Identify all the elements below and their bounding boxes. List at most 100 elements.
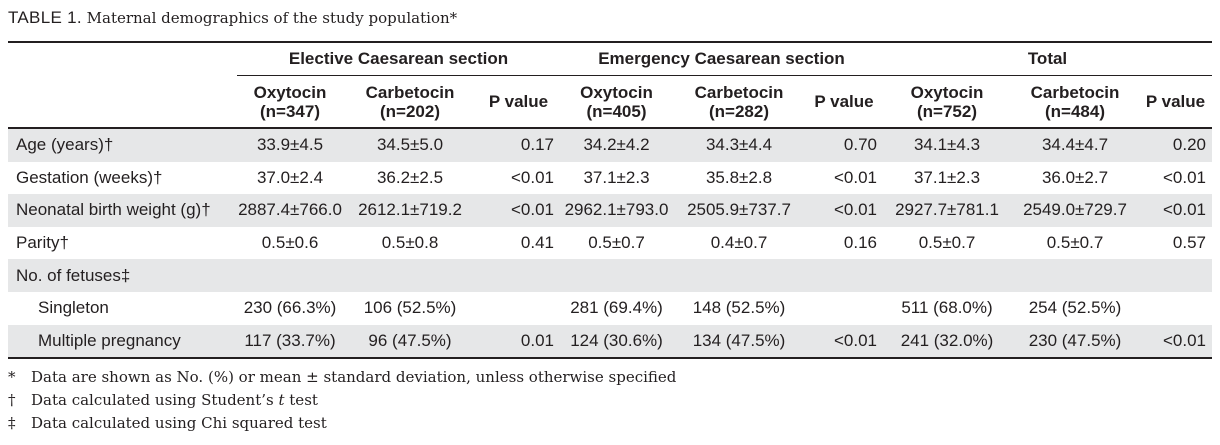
column-header: Carbetocin (n=202) — [343, 76, 477, 129]
column-header-n: (n=752) — [917, 101, 977, 121]
table-cell: 511 (68.0%) — [901, 298, 993, 318]
table-cell: 37.1±2.3 — [583, 167, 650, 187]
table-cell: 134 (47.5%) — [673, 324, 805, 360]
column-header-name: Carbetocin — [1030, 82, 1120, 102]
table-cell: 2612.1±719.2 — [343, 194, 477, 227]
row-label: Age (years)† — [8, 127, 237, 162]
p-value-cell: <0.01 — [805, 194, 883, 227]
p-value-cell — [477, 259, 560, 292]
table-cell — [237, 259, 343, 292]
column-header-n: (n=202) — [380, 101, 440, 121]
demographics-table: Elective Caesarean section Emergency Cae… — [8, 43, 1212, 360]
row-label: Neonatal birth weight (g)† — [8, 194, 237, 227]
p-value-cell: <0.01 — [510, 167, 554, 187]
table-cell: 34.5±5.0 — [343, 127, 477, 162]
p-value-cell — [805, 259, 883, 292]
footnote-3: ‡ Data calculated using Chi squared test — [8, 412, 676, 435]
footnotes: * Data are shown as No. (%) or mean ± st… — [8, 366, 676, 435]
column-header-n: (n=405) — [586, 101, 647, 121]
table-cell: 2887.4±766.0 — [237, 194, 343, 227]
table-cell: 36.2±2.5 — [376, 167, 444, 187]
p-value-cell — [1139, 292, 1212, 325]
table-cell: 37.0±2.4 — [256, 167, 324, 187]
column-header-n: (n=347) — [260, 101, 320, 121]
p-value-cell: 0.70 — [805, 127, 883, 162]
group-header-emergency: Emergency Caesarean section — [560, 43, 883, 76]
group-header-total: Total — [883, 43, 1212, 76]
column-header: Oxytocin (n=347) — [237, 76, 343, 129]
p-value-cell — [477, 292, 560, 325]
column-header-n: (n=484) — [1045, 101, 1105, 121]
table-cell: 0.5±0.7 — [588, 233, 645, 253]
footnote-text: Data calculated using Chi squared test — [31, 414, 327, 432]
table-cell — [1011, 259, 1139, 292]
p-value-cell: 0.20 — [1139, 127, 1212, 162]
table-cell: 34.2±4.2 — [560, 127, 673, 162]
column-header: Carbetocin (n=282) — [673, 76, 805, 129]
table-cell: 2505.9±737.7 — [673, 194, 805, 227]
p-value-cell: <0.01 — [1139, 324, 1212, 360]
table-row: Multiple pregnancy 117 (33.7%) 96 (47.5%) 0… — [8, 324, 1212, 360]
stub-subheader — [8, 76, 237, 129]
table-caption: TABLE 1. Maternal demographics of the st… — [8, 8, 457, 28]
table-row: Gestation (weeks)† 37.0±2.4 36.2±2.5 <0.01 3… — [8, 162, 1212, 195]
p-value-cell — [1139, 259, 1212, 292]
table-cell: 34.4±4.7 — [1011, 127, 1139, 162]
table-cell: 106 (52.5%) — [363, 298, 457, 318]
column-header: Oxytocin (n=405) — [560, 76, 673, 129]
row-label: Singleton — [38, 298, 109, 318]
table-number: TABLE 1. — [8, 8, 82, 27]
group-header-elective: Elective Caesarean section — [237, 43, 560, 76]
p-value-cell: 0.16 — [843, 233, 877, 253]
column-header-name: Oxytocin — [580, 82, 653, 102]
group-header-row: Elective Caesarean section Emergency Cae… — [8, 43, 1212, 76]
footnote-2: † Data calculated using Student’s t test — [8, 389, 676, 412]
column-header-name: P value — [488, 92, 549, 111]
subheader-row: Oxytocin (n=347) Carbetocin (n=202) P value O… — [8, 76, 1212, 129]
p-value-cell: <0.01 — [1139, 194, 1212, 227]
stub-header — [8, 43, 237, 76]
table-cell — [560, 259, 673, 292]
p-value-cell: 0.57 — [1172, 233, 1206, 253]
table-cell: 0.5±0.7 — [918, 233, 976, 253]
p-value-cell: <0.01 — [477, 194, 560, 227]
table-title: Maternal demographics of the study popul… — [86, 9, 450, 27]
table-cell: 37.1±2.3 — [913, 167, 981, 187]
footnote-symbol: † — [8, 391, 16, 409]
table-cell: 34.1±4.3 — [883, 127, 1011, 162]
table-top-rule — [8, 41, 1212, 43]
caption-footnote-marker: * — [449, 9, 458, 27]
table-cell: 230 (66.3%) — [243, 298, 337, 318]
footnote-text: Data are shown as No. (%) or mean ± stan… — [31, 368, 677, 386]
column-header-name: Carbetocin — [365, 82, 455, 102]
footnote-symbol: * — [8, 368, 16, 386]
table-cell: 117 (33.7%) — [237, 324, 343, 360]
table-cell: 33.9±4.5 — [237, 127, 343, 162]
footnote-italic-t: t — [278, 391, 285, 409]
column-header-n: (n=282) — [709, 101, 769, 121]
row-label: Parity† — [16, 233, 69, 253]
row-label: Gestation (weeks)† — [16, 167, 163, 187]
p-value-cell: <0.01 — [805, 324, 883, 360]
footnote-text: Data calculated using Student’s t test — [31, 389, 318, 412]
p-value-cell: 0.41 — [520, 233, 554, 253]
table-cell: 36.0±2.7 — [1041, 167, 1109, 187]
footnote-text-part: test — [284, 391, 318, 409]
table-cell — [673, 259, 805, 292]
p-value-cell: <0.01 — [1162, 167, 1206, 187]
table-cell: 2927.7±781.1 — [883, 194, 1011, 227]
table-cell: 148 (52.5%) — [692, 298, 786, 318]
column-header: P value — [1139, 76, 1212, 129]
p-value-cell — [805, 292, 883, 325]
table-row: No. of fetuses‡ — [8, 259, 1212, 292]
table-cell: 0.5±0.6 — [261, 233, 319, 253]
column-header: P value — [805, 76, 883, 129]
table-cell: 0.5±0.8 — [381, 233, 439, 253]
footnote-text-part: Data calculated using Student’s — [31, 391, 279, 409]
table-cell — [343, 259, 477, 292]
table-cell: 230 (47.5%) — [1011, 324, 1139, 360]
row-label: No. of fetuses‡ — [8, 259, 237, 292]
table-row: Singleton 230 (66.3%) 106 (52.5%) 281 (69.4… — [8, 292, 1212, 325]
column-header-name: Oxytocin — [253, 82, 327, 102]
column-header: Carbetocin (n=484) — [1011, 76, 1139, 129]
